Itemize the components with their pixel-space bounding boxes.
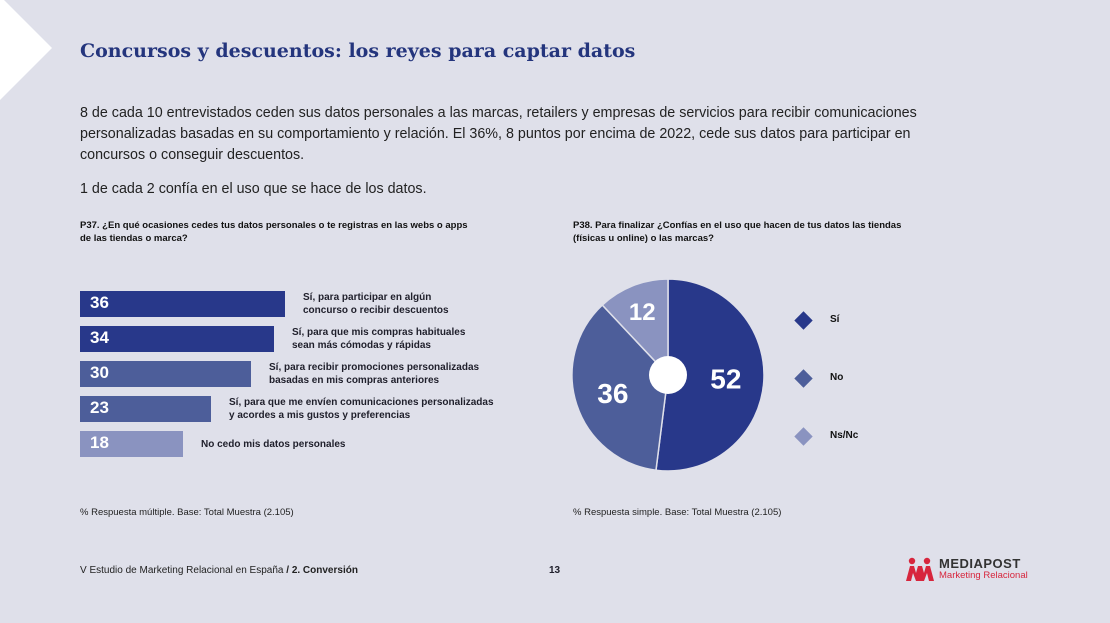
legend-label: Sí bbox=[830, 314, 840, 325]
bar-category-line: y acordes a mis gustos y preferencias bbox=[229, 410, 411, 421]
footer-study: V Estudio de Marketing Relacional en Esp… bbox=[80, 565, 284, 576]
footer-separator: / bbox=[283, 565, 292, 576]
pie-slice-0 bbox=[655, 278, 765, 472]
intro-paragraph-1: 8 de cada 10 entrevistados ceden sus dat… bbox=[80, 105, 917, 163]
bar-value-label: 36 bbox=[90, 293, 109, 312]
pie-chart-question: P38. Para finalizar ¿Confías en el uso q… bbox=[573, 220, 902, 244]
legend-diamond-icon bbox=[794, 427, 813, 446]
bar-category-label: Sí, para participar en algún concurso o r… bbox=[303, 291, 449, 317]
corner-decoration bbox=[0, 0, 52, 100]
pie-value-label: 12 bbox=[629, 299, 656, 326]
pie-center-hole bbox=[649, 356, 687, 394]
footer: V Estudio de Marketing Relacional en Esp… bbox=[80, 565, 358, 576]
logo-brand: MEDIAPOST bbox=[939, 556, 1021, 571]
bar-category-line: Sí, para participar en algún bbox=[303, 292, 432, 303]
bar-category-line: No cedo mis datos personales bbox=[201, 439, 346, 450]
bar-value-label: 18 bbox=[90, 433, 109, 452]
bar-value-label: 30 bbox=[90, 363, 109, 382]
bar-category-line: basadas en mis compras anteriores bbox=[269, 375, 440, 386]
bar-category-line: Sí, para que me envíen comunicaciones pe… bbox=[229, 397, 494, 408]
pie-slice-2 bbox=[601, 278, 669, 377]
bar-category-line: sean más cómodas y rápidas bbox=[292, 340, 431, 351]
legend-label: No bbox=[830, 372, 844, 383]
pie-chart-note: % Respuesta simple. Base: Total Muestra … bbox=[573, 507, 782, 518]
bar-4: 18 bbox=[80, 431, 183, 457]
bar-3: 23 bbox=[80, 396, 211, 422]
footer-section: 2. Conversión bbox=[291, 565, 358, 576]
intro-text: 8 de cada 10 entrevistados ceden sus dat… bbox=[80, 103, 920, 213]
legend-label: Ns/Nc bbox=[830, 430, 859, 441]
bar-chart-question: P37. ¿En qué ocasiones cedes tus datos p… bbox=[80, 220, 468, 244]
intro-paragraph-2: 1 de cada 2 confía en el uso que se hace… bbox=[80, 181, 427, 197]
mediapost-people-icon bbox=[906, 557, 934, 581]
bar-value-label: 34 bbox=[90, 328, 109, 347]
bar-category-line: Sí, para recibir promociones personaliza… bbox=[269, 362, 480, 373]
bar-2: 30 bbox=[80, 361, 251, 387]
logo-subtitle: Marketing Relacional bbox=[939, 570, 1028, 581]
bar-category-label: Sí, para que me envíen comunicaciones pe… bbox=[229, 396, 494, 422]
bar-category-label: Sí, para recibir promociones personaliza… bbox=[269, 361, 479, 387]
bar-category-line: Sí, para que mis compras habituales bbox=[292, 327, 466, 338]
bar-1: 34 bbox=[80, 326, 274, 352]
pie-value-label: 36 bbox=[597, 378, 628, 409]
bar-category-label: Sí, para que mis compras habituales sean … bbox=[292, 326, 465, 352]
legend-diamond-icon bbox=[794, 369, 813, 388]
bar-category-label: No cedo mis datos personales bbox=[201, 438, 346, 451]
bar-0: 36 bbox=[80, 291, 285, 317]
bar-category-line: concurso o recibir descuentos bbox=[303, 305, 449, 316]
page-title: Concursos y descuentos: los reyes para c… bbox=[80, 40, 636, 62]
pie-value-label: 52 bbox=[710, 364, 741, 395]
legend-diamond-icon bbox=[794, 311, 813, 330]
pie-slice-1 bbox=[571, 303, 669, 472]
page-number: 13 bbox=[549, 565, 561, 576]
bar-value-label: 23 bbox=[90, 398, 109, 417]
bar-chart-note: % Respuesta múltiple. Base: Total Muestr… bbox=[80, 507, 294, 518]
